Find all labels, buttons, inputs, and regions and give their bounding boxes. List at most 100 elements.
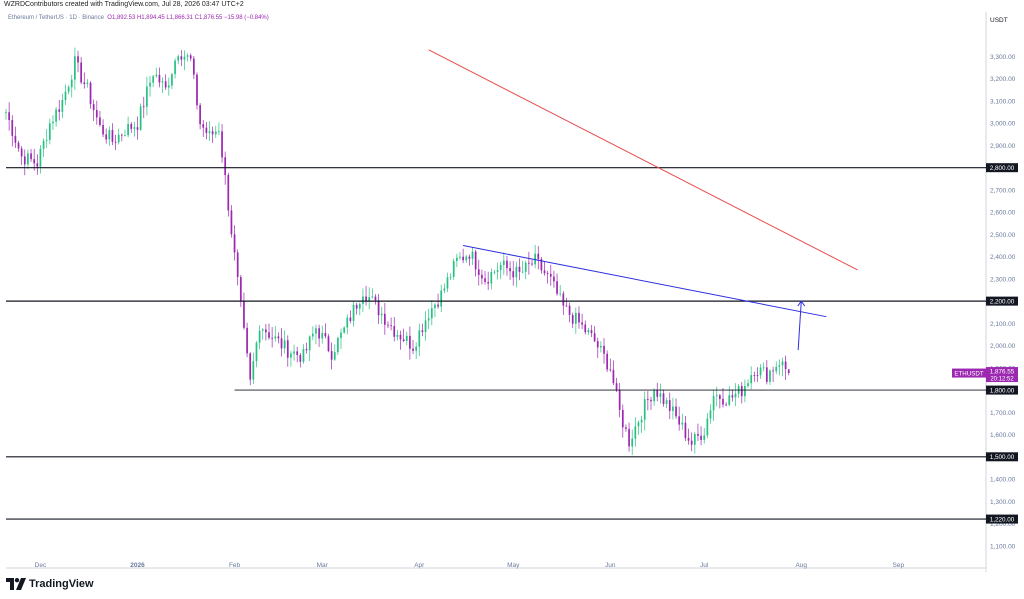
candle-body xyxy=(30,153,32,160)
candle-body xyxy=(578,312,580,323)
candle-body xyxy=(80,62,83,83)
candle-body xyxy=(412,348,414,351)
candle-body xyxy=(759,367,762,376)
candle-body xyxy=(734,393,737,398)
candle-body xyxy=(136,127,139,130)
candle-body xyxy=(524,262,527,272)
candle-body xyxy=(183,56,186,60)
candle-body xyxy=(540,259,543,271)
target-arrow xyxy=(797,301,802,351)
candle-body xyxy=(377,300,380,316)
candle-body xyxy=(274,336,277,339)
candle-body xyxy=(681,422,684,425)
x-tick-label: Apr xyxy=(414,562,425,569)
candle-body xyxy=(77,56,79,63)
candle-body xyxy=(499,264,502,271)
candle-body xyxy=(719,395,721,399)
y-tick-label: 1,100.00 xyxy=(990,543,1016,550)
candle-body xyxy=(643,399,646,420)
candle-body xyxy=(36,163,39,167)
candle-body xyxy=(744,386,746,397)
candle-body xyxy=(521,271,524,273)
candle-body xyxy=(515,266,518,278)
candle-body xyxy=(8,112,10,121)
candle-body xyxy=(280,338,283,349)
candle-body xyxy=(615,383,618,390)
candle-body xyxy=(114,141,117,143)
level-tag xyxy=(986,514,1018,524)
candle-body xyxy=(528,262,530,264)
candle-body xyxy=(39,148,42,167)
candle-body xyxy=(678,416,681,425)
x-tick-label: Sep xyxy=(893,562,905,569)
candle-body xyxy=(787,369,790,373)
candle-body xyxy=(459,256,461,258)
candle-body xyxy=(700,435,702,440)
candle-body xyxy=(171,74,173,86)
candle-body xyxy=(662,393,665,405)
candle-body xyxy=(587,330,590,333)
level-label: 2,800.00 xyxy=(990,165,1015,172)
candle-body xyxy=(609,369,612,371)
x-tick-label: Mar xyxy=(317,562,329,569)
candle-body xyxy=(55,109,57,122)
candle-body xyxy=(593,333,596,342)
candle-body xyxy=(415,346,418,351)
candle-body xyxy=(340,332,342,338)
candle-body xyxy=(468,256,471,259)
candle-body xyxy=(684,422,687,439)
x-tick-label: Dec xyxy=(35,562,47,569)
candle-body xyxy=(139,106,142,130)
candle-body xyxy=(584,324,587,333)
y-tick-label: 3,300.00 xyxy=(990,54,1016,61)
candle-body xyxy=(233,234,236,253)
candle-body xyxy=(675,406,677,417)
candle-body xyxy=(315,328,317,334)
candle-body xyxy=(618,389,621,410)
candle-body xyxy=(48,123,51,140)
candle-body xyxy=(409,335,411,349)
x-tick-label: Jun xyxy=(605,562,616,569)
candle-body xyxy=(102,124,104,135)
candle-body xyxy=(393,326,396,337)
candle-body xyxy=(697,433,699,436)
candle-body xyxy=(728,395,731,405)
candle-body xyxy=(243,301,245,328)
y-tick-label: 2,300.00 xyxy=(990,276,1016,283)
candle-body xyxy=(249,353,252,380)
level-tag xyxy=(986,452,1018,462)
candle-body xyxy=(205,127,208,134)
candle-body xyxy=(631,438,634,447)
candle-body xyxy=(571,314,574,324)
candle-body xyxy=(305,349,308,351)
y-tick-label: 2,500.00 xyxy=(990,232,1016,239)
candle-body xyxy=(603,345,605,354)
candle-body xyxy=(493,271,496,273)
candle-body xyxy=(546,273,549,274)
candle-body xyxy=(211,131,214,135)
y-tick-label: 2,700.00 xyxy=(990,187,1016,194)
level-tag xyxy=(986,385,1018,395)
y-tick-label: 1,600.00 xyxy=(990,432,1016,439)
candle-body xyxy=(67,87,70,92)
candle-body xyxy=(640,419,643,423)
candle-body xyxy=(434,304,436,309)
candle-body xyxy=(227,175,230,211)
candle-body xyxy=(531,263,533,265)
tradingview-logo: TradingView xyxy=(6,578,94,590)
candle-body xyxy=(99,117,101,125)
candle-body xyxy=(706,418,709,436)
candle-body xyxy=(568,305,571,315)
candle-body xyxy=(549,273,552,277)
candle-body xyxy=(265,329,267,333)
level-tag xyxy=(986,163,1018,173)
target-arrow-head xyxy=(797,300,806,307)
candle-body xyxy=(189,55,192,59)
candle-body xyxy=(258,330,261,343)
candle-body xyxy=(665,400,668,405)
candle-body xyxy=(646,399,649,400)
candle-body xyxy=(52,121,54,124)
candle-body xyxy=(286,340,289,358)
candle-body xyxy=(747,383,749,387)
